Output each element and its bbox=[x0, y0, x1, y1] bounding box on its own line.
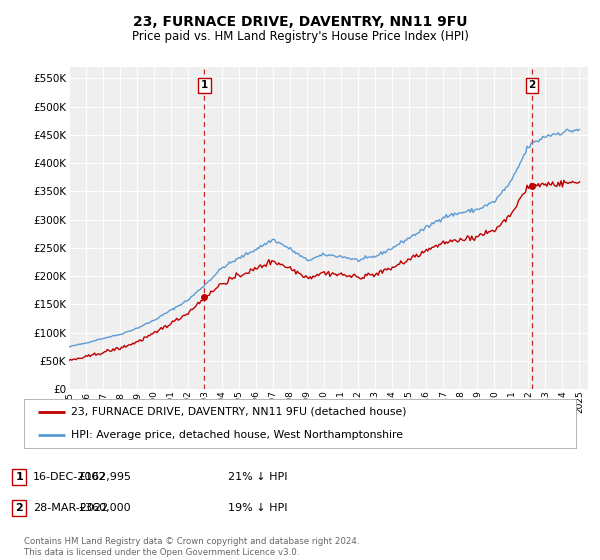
Text: Contains HM Land Registry data © Crown copyright and database right 2024.
This d: Contains HM Land Registry data © Crown c… bbox=[24, 537, 359, 557]
Text: 1: 1 bbox=[201, 80, 208, 90]
Text: 2: 2 bbox=[16, 503, 23, 513]
Text: 1: 1 bbox=[16, 472, 23, 482]
Text: 16-DEC-2002: 16-DEC-2002 bbox=[33, 472, 107, 482]
Text: 2: 2 bbox=[529, 80, 536, 90]
Text: £162,995: £162,995 bbox=[78, 472, 131, 482]
Text: 19% ↓ HPI: 19% ↓ HPI bbox=[228, 503, 287, 513]
Text: Price paid vs. HM Land Registry's House Price Index (HPI): Price paid vs. HM Land Registry's House … bbox=[131, 30, 469, 43]
Text: 28-MAR-2022: 28-MAR-2022 bbox=[33, 503, 108, 513]
Text: HPI: Average price, detached house, West Northamptonshire: HPI: Average price, detached house, West… bbox=[71, 430, 403, 440]
Text: 23, FURNACE DRIVE, DAVENTRY, NN11 9FU (detached house): 23, FURNACE DRIVE, DAVENTRY, NN11 9FU (d… bbox=[71, 407, 406, 417]
Text: 23, FURNACE DRIVE, DAVENTRY, NN11 9FU: 23, FURNACE DRIVE, DAVENTRY, NN11 9FU bbox=[133, 15, 467, 29]
Text: £360,000: £360,000 bbox=[78, 503, 131, 513]
Text: 21% ↓ HPI: 21% ↓ HPI bbox=[228, 472, 287, 482]
